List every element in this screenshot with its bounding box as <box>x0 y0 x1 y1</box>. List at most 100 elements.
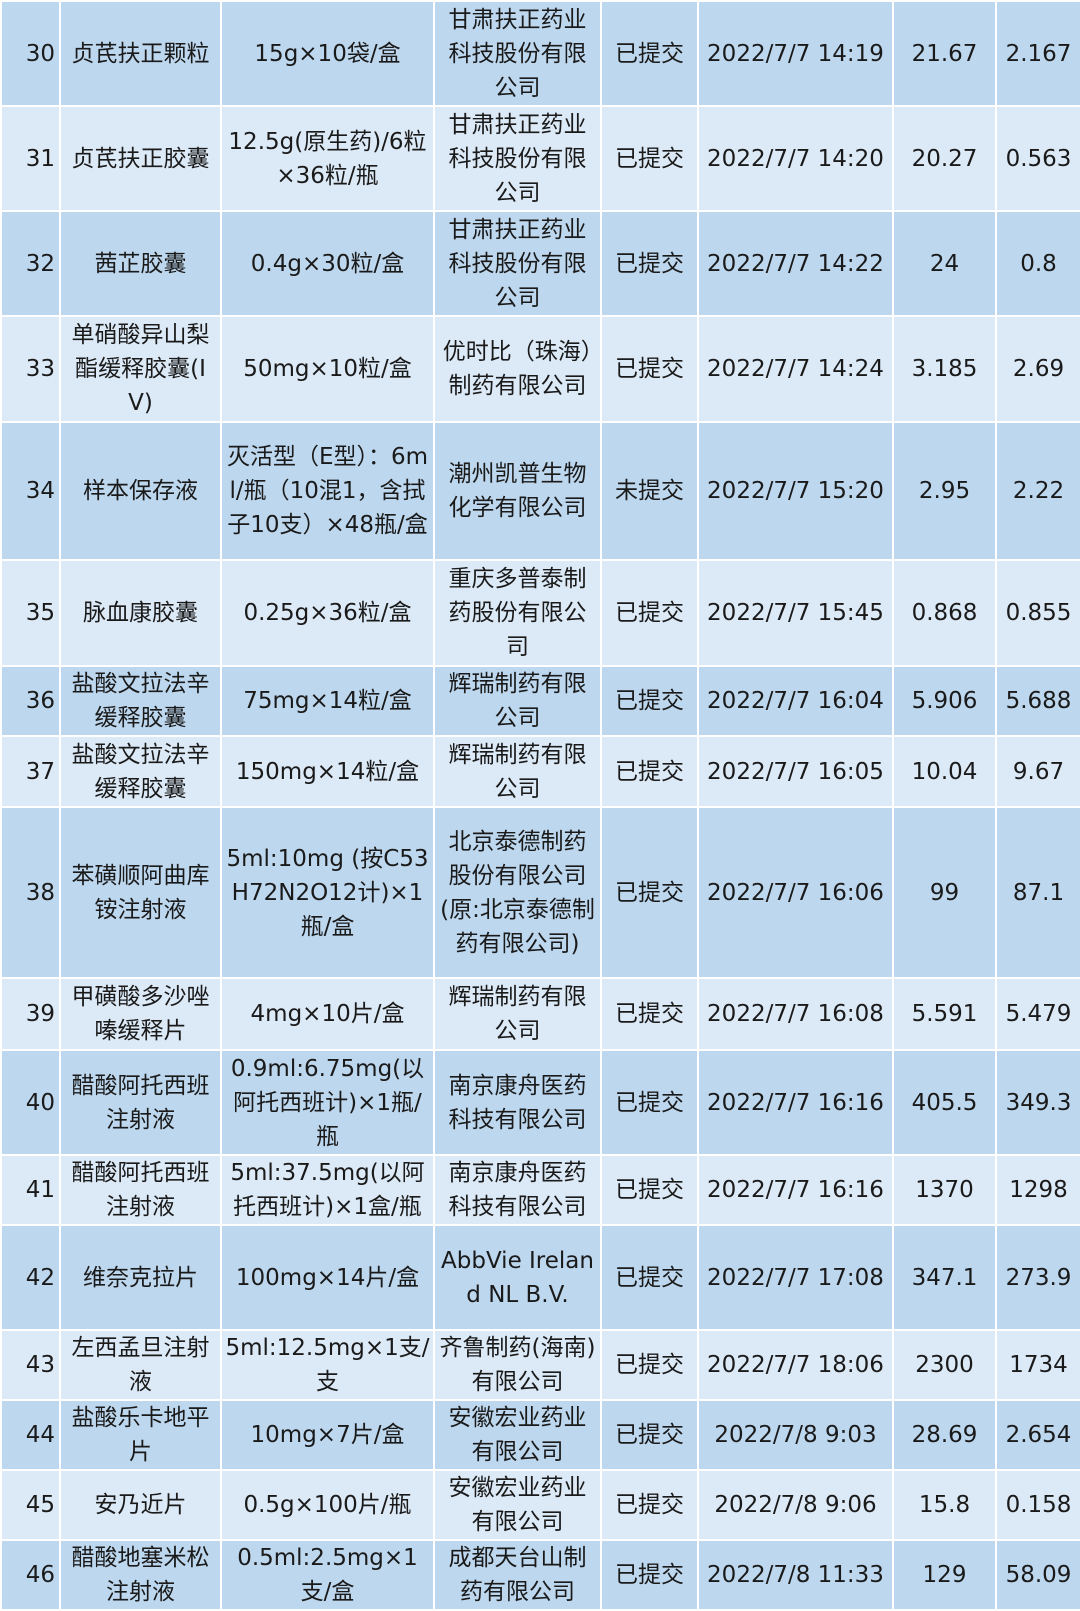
company-cell: 成都天台山制药有限公司 <box>433 1539 602 1611</box>
value-1-cell: 15.8 <box>892 1469 997 1541</box>
company-cell: 南京康舟医药科技有限公司 <box>433 1049 602 1156</box>
specification-cell: 75mg×14粒/盒 <box>220 665 435 737</box>
table-row: 40 醋酸阿托西班注射液 0.9ml:6.75mg(以阿托西班计)×1瓶/瓶 南京康舟… <box>0 1049 1080 1156</box>
value-2-cell: 2.69 <box>995 315 1080 423</box>
value-2-cell: 349.3 <box>995 1049 1080 1156</box>
row-number-cell: 36 <box>0 665 61 737</box>
row-number-cell: 37 <box>0 735 61 808</box>
value-1-cell: 20.27 <box>892 105 997 212</box>
company-cell: 甘肃扶正药业科技股份有限公司 <box>433 210 602 317</box>
row-number-cell: 34 <box>0 421 61 561</box>
company-cell: 辉瑞制药有限公司 <box>433 735 602 808</box>
value-1-cell: 5.906 <box>892 665 997 737</box>
submit-time-cell: 2022/7/7 14:20 <box>697 105 894 212</box>
value-2-cell: 58.09 <box>995 1539 1080 1611</box>
status-cell: 已提交 <box>600 0 699 107</box>
submit-time-cell: 2022/7/8 9:06 <box>697 1469 894 1541</box>
value-1-cell: 2300 <box>892 1329 997 1401</box>
specification-cell: 150mg×14粒/盒 <box>220 735 435 808</box>
submit-time-cell: 2022/7/7 16:08 <box>697 977 894 1051</box>
drug-name-cell: 盐酸文拉法辛缓释胶囊 <box>59 735 222 808</box>
value-1-cell: 99 <box>892 806 997 979</box>
drug-name-cell: 样本保存液 <box>59 421 222 561</box>
status-cell: 已提交 <box>600 1224 699 1331</box>
drug-name-cell: 醋酸阿托西班注射液 <box>59 1049 222 1156</box>
company-cell: AbbVie Ireland NL B.V. <box>433 1224 602 1331</box>
specification-cell: 100mg×14片/盒 <box>220 1224 435 1331</box>
submit-time-cell: 2022/7/7 18:06 <box>697 1329 894 1401</box>
row-number-cell: 42 <box>0 1224 61 1331</box>
value-2-cell: 2.167 <box>995 0 1080 107</box>
specification-cell: 0.9ml:6.75mg(以阿托西班计)×1瓶/瓶 <box>220 1049 435 1156</box>
submit-time-cell: 2022/7/7 16:04 <box>697 665 894 737</box>
value-2-cell: 5.479 <box>995 977 1080 1051</box>
table-row: 37 盐酸文拉法辛缓释胶囊 150mg×14粒/盒 辉瑞制药有限公司 已提交 2022/7… <box>0 735 1080 808</box>
table-row: 33 单硝酸异山梨酯缓释胶囊(IV) 50mg×10粒/盒 优时比（珠海）制药有限公司… <box>0 315 1080 423</box>
value-1-cell: 347.1 <box>892 1224 997 1331</box>
value-2-cell: 0.855 <box>995 559 1080 667</box>
table-row: 35 脉血康胶囊 0.25g×36粒/盒 重庆多普泰制药股份有限公司 已提交 2022/7… <box>0 559 1080 667</box>
value-1-cell: 129 <box>892 1539 997 1611</box>
company-cell: 甘肃扶正药业科技股份有限公司 <box>433 105 602 212</box>
drug-name-cell: 醋酸阿托西班注射液 <box>59 1154 222 1226</box>
row-number-cell: 38 <box>0 806 61 979</box>
value-1-cell: 3.185 <box>892 315 997 423</box>
row-number-cell: 32 <box>0 210 61 317</box>
submit-time-cell: 2022/7/7 14:24 <box>697 315 894 423</box>
status-cell: 已提交 <box>600 665 699 737</box>
status-cell: 未提交 <box>600 421 699 561</box>
value-1-cell: 28.69 <box>892 1399 997 1471</box>
company-cell: 齐鲁制药(海南)有限公司 <box>433 1329 602 1401</box>
specification-cell: 12.5g(原生药)/6粒×36粒/瓶 <box>220 105 435 212</box>
table-row: 42 维奈克拉片 100mg×14片/盒 AbbVie Ireland NL B.V.… <box>0 1224 1080 1331</box>
drug-name-cell: 安乃近片 <box>59 1469 222 1541</box>
specification-cell: 5ml:10mg (按C53H72N2O12计)×1瓶/盒 <box>220 806 435 979</box>
submit-time-cell: 2022/7/7 15:45 <box>697 559 894 667</box>
specification-cell: 灭活型（E型）：6ml/瓶（10混1，含拭子10支）×48瓶/盒 <box>220 421 435 561</box>
value-2-cell: 0.8 <box>995 210 1080 317</box>
submit-time-cell: 2022/7/8 9:03 <box>697 1399 894 1471</box>
company-cell: 辉瑞制药有限公司 <box>433 665 602 737</box>
row-number-cell: 46 <box>0 1539 61 1611</box>
status-cell: 已提交 <box>600 1154 699 1226</box>
specification-cell: 0.4g×30粒/盒 <box>220 210 435 317</box>
table-row: 34 样本保存液 灭活型（E型）：6ml/瓶（10混1，含拭子10支）×48瓶/盒潮… <box>0 421 1080 561</box>
value-2-cell: 2.22 <box>995 421 1080 561</box>
status-cell: 已提交 <box>600 735 699 808</box>
value-2-cell: 1298 <box>995 1154 1080 1226</box>
status-cell: 已提交 <box>600 1399 699 1471</box>
value-1-cell: 405.5 <box>892 1049 997 1156</box>
value-2-cell: 0.158 <box>995 1469 1080 1541</box>
drug-name-cell: 脉血康胶囊 <box>59 559 222 667</box>
table-row: 38 苯磺顺阿曲库铵注射液 5ml:10mg (按C53H72N2O12计)×1瓶/… <box>0 806 1080 979</box>
drug-name-cell: 贞芪扶正胶囊 <box>59 105 222 212</box>
row-number-cell: 39 <box>0 977 61 1051</box>
submit-time-cell: 2022/7/7 14:22 <box>697 210 894 317</box>
status-cell: 已提交 <box>600 1329 699 1401</box>
drug-name-cell: 醋酸地塞米松注射液 <box>59 1539 222 1611</box>
submit-time-cell: 2022/7/7 16:05 <box>697 735 894 808</box>
value-1-cell: 5.591 <box>892 977 997 1051</box>
company-cell: 甘肃扶正药业科技股份有限公司 <box>433 0 602 107</box>
company-cell: 安徽宏业药业有限公司 <box>433 1399 602 1471</box>
value-2-cell: 1734 <box>995 1329 1080 1401</box>
status-cell: 已提交 <box>600 210 699 317</box>
company-cell: 安徽宏业药业有限公司 <box>433 1469 602 1541</box>
specification-cell: 5ml:12.5mg×1支/支 <box>220 1329 435 1401</box>
specification-cell: 10mg×7片/盒 <box>220 1399 435 1471</box>
table-row: 36 盐酸文拉法辛缓释胶囊 75mg×14粒/盒 辉瑞制药有限公司 已提交 2022/7/… <box>0 665 1080 737</box>
row-number-cell: 33 <box>0 315 61 423</box>
value-1-cell: 21.67 <box>892 0 997 107</box>
row-number-cell: 43 <box>0 1329 61 1401</box>
row-number-cell: 31 <box>0 105 61 212</box>
status-cell: 已提交 <box>600 1049 699 1156</box>
value-1-cell: 0.868 <box>892 559 997 667</box>
table-row: 41 醋酸阿托西班注射液 5ml:37.5mg(以阿托西班计)×1盒/瓶 南京康舟医药… <box>0 1154 1080 1226</box>
row-number-cell: 45 <box>0 1469 61 1541</box>
submit-time-cell: 2022/7/8 11:33 <box>697 1539 894 1611</box>
submit-time-cell: 2022/7/7 16:16 <box>697 1049 894 1156</box>
value-2-cell: 87.1 <box>995 806 1080 979</box>
value-2-cell: 0.563 <box>995 105 1080 212</box>
specification-cell: 0.25g×36粒/盒 <box>220 559 435 667</box>
status-cell: 已提交 <box>600 1539 699 1611</box>
